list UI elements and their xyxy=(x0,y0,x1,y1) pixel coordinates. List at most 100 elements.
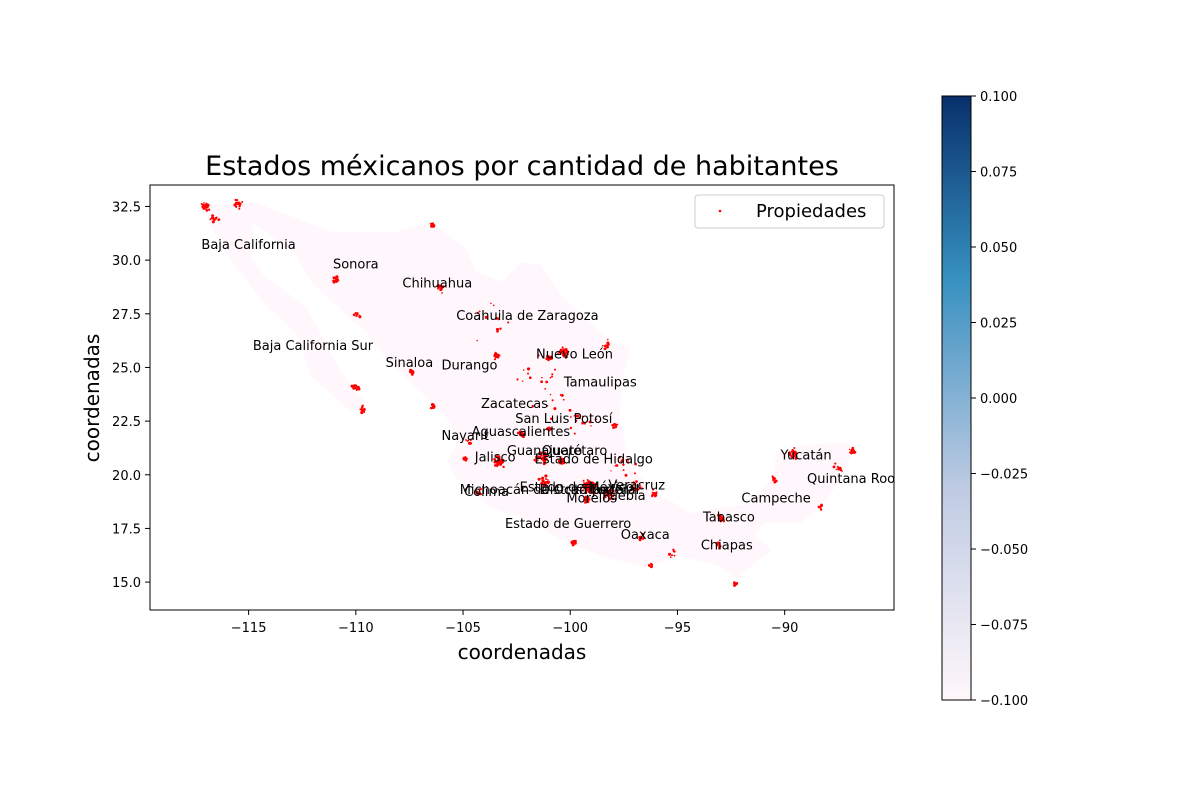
data-point xyxy=(237,201,241,205)
data-point xyxy=(641,487,644,490)
data-point xyxy=(611,423,614,427)
x-axis-label: coordenadas xyxy=(458,640,587,664)
data-point xyxy=(549,376,552,379)
data-point xyxy=(608,489,612,493)
data-point xyxy=(640,537,643,540)
data-point xyxy=(566,353,569,356)
data-point xyxy=(542,484,546,487)
data-point xyxy=(622,469,625,472)
state-label: Chiapas xyxy=(701,539,753,554)
data-point xyxy=(620,459,623,463)
state-label: Nayarit xyxy=(441,429,488,444)
chart-title: Estados méxicanos por cantidad de habita… xyxy=(205,151,839,182)
state-label: Baja California Sur xyxy=(253,339,374,354)
data-point xyxy=(332,279,335,283)
data-point xyxy=(521,380,524,382)
data-point xyxy=(848,448,851,451)
y-tick-label: 25.0 xyxy=(112,361,141,376)
colorbar-tick-label: 0.100 xyxy=(980,90,1017,105)
data-point xyxy=(618,456,621,459)
data-point xyxy=(410,369,413,371)
data-point xyxy=(564,349,567,352)
data-point xyxy=(241,201,244,203)
data-point xyxy=(583,422,586,425)
data-point xyxy=(540,454,543,457)
colorbar-tick-label: 0.075 xyxy=(980,166,1017,181)
state-label: Morelos xyxy=(566,491,617,506)
data-point xyxy=(360,406,364,409)
data-point xyxy=(841,470,843,473)
x-tick-label: −105 xyxy=(445,621,481,636)
points-layer xyxy=(200,198,857,587)
y-tick-label: 27.5 xyxy=(112,308,141,323)
data-point xyxy=(718,546,721,550)
data-point xyxy=(559,349,563,353)
data-point xyxy=(638,538,642,541)
data-point xyxy=(651,488,655,491)
data-point xyxy=(631,485,634,488)
data-point xyxy=(429,222,432,225)
data-point xyxy=(575,419,578,422)
data-point xyxy=(543,458,546,461)
data-point xyxy=(610,470,612,472)
data-point xyxy=(211,214,215,218)
data-point xyxy=(496,462,500,466)
data-point xyxy=(217,218,221,222)
data-point xyxy=(350,384,354,388)
state-label: Durango xyxy=(441,358,497,373)
state-label: Yucatán xyxy=(780,449,832,464)
data-point xyxy=(495,327,500,331)
data-point xyxy=(611,488,614,491)
data-point xyxy=(613,426,616,429)
data-point xyxy=(560,457,563,461)
data-point xyxy=(719,515,722,518)
data-point xyxy=(773,480,777,484)
state-label: Estado de México xyxy=(520,481,634,496)
data-point xyxy=(437,287,439,290)
colorbar: 0.100 0.075 0.050 0.025 0.000 −0.025 −0.050 −0.… xyxy=(941,90,1028,709)
data-point xyxy=(211,216,215,220)
data-point xyxy=(788,451,791,454)
data-point xyxy=(588,498,591,501)
data-point xyxy=(493,358,497,361)
data-point xyxy=(579,417,581,420)
data-point xyxy=(495,353,499,357)
data-point xyxy=(565,347,568,351)
data-point xyxy=(601,344,604,347)
data-point xyxy=(235,202,237,205)
data-point xyxy=(636,485,639,488)
data-point xyxy=(502,465,505,469)
data-point xyxy=(595,418,598,421)
data-point xyxy=(588,482,592,485)
data-point xyxy=(412,370,415,374)
state-label: Campeche xyxy=(741,491,810,506)
data-point xyxy=(431,222,435,226)
data-point xyxy=(234,198,237,202)
colorbar-tick-label: −0.050 xyxy=(980,543,1028,558)
state-label: Estado de Guerrero xyxy=(505,517,631,532)
data-point xyxy=(637,489,640,491)
data-point xyxy=(496,460,499,463)
y-tick-label: 17.5 xyxy=(112,522,141,537)
data-point xyxy=(357,385,360,389)
state-label: Distrito Federal xyxy=(540,483,640,498)
data-point xyxy=(537,459,539,462)
data-point xyxy=(528,376,532,380)
data-point xyxy=(484,315,488,319)
data-point xyxy=(569,426,573,430)
data-point xyxy=(358,315,362,319)
data-point xyxy=(635,480,638,483)
data-point xyxy=(653,492,656,495)
state-label: Oaxaca xyxy=(621,528,670,543)
data-point xyxy=(533,458,536,462)
data-point xyxy=(516,378,519,381)
data-point xyxy=(544,387,547,390)
data-point xyxy=(550,417,553,421)
data-point xyxy=(605,493,608,496)
data-point xyxy=(792,454,795,457)
data-point xyxy=(559,462,561,465)
data-point xyxy=(526,367,531,371)
plot-area: Baja California Sonora Chihuahua Coahuila d… xyxy=(200,198,894,587)
data-point xyxy=(612,495,615,498)
data-point xyxy=(551,399,554,402)
